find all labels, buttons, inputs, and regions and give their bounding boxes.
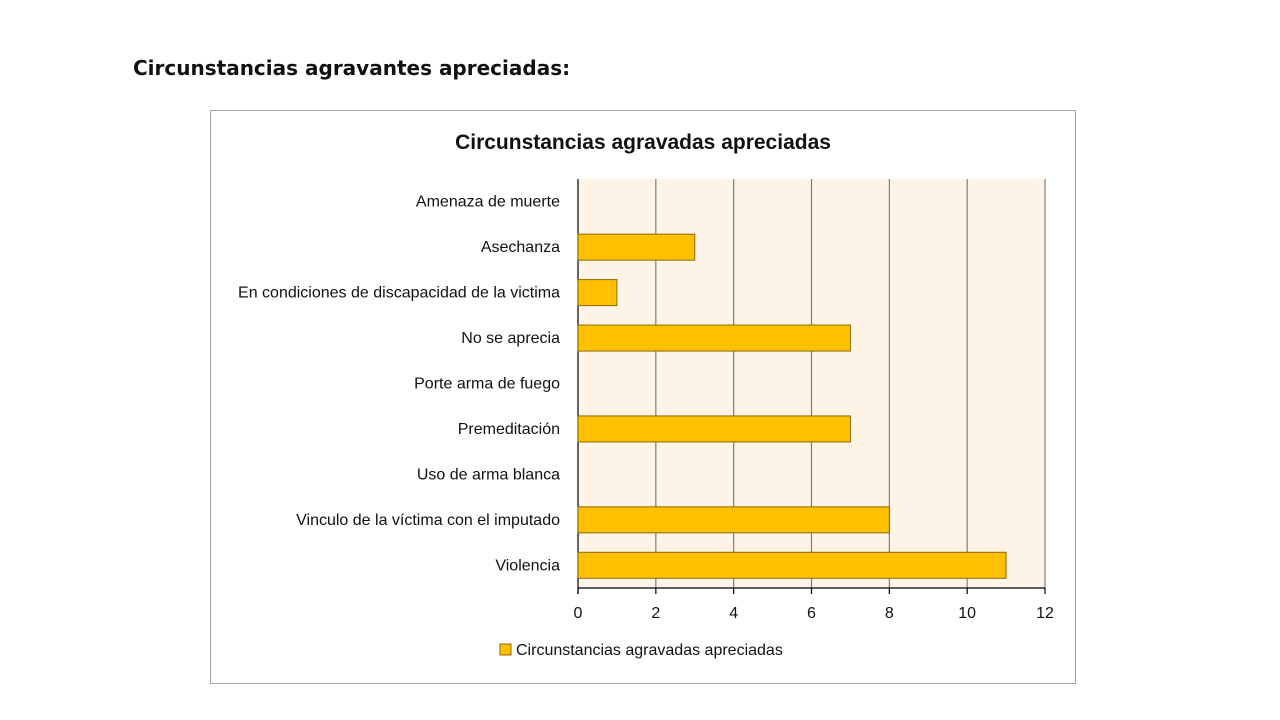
page-heading: Circunstancias agravantes apreciadas:: [133, 56, 571, 80]
legend: Circunstancias agravadas apreciadas: [499, 642, 783, 659]
chart-frame: Circunstancias agravadas apreciadas 0 2 4 6…: [210, 110, 1076, 684]
bar: [577, 506, 890, 534]
plot-area: 0 2 4 6 8 10 12 Amenaza de muerte Asechanza En co…: [238, 179, 1054, 622]
category-label: Asechanza: [481, 239, 560, 256]
x-tick-label: 0: [574, 605, 583, 622]
x-tick-label: 2: [651, 605, 660, 622]
chart-title: Circunstancias agravadas apreciadas: [455, 131, 831, 154]
bar: [577, 551, 1007, 579]
x-tick-label: 10: [958, 605, 976, 622]
bar: [577, 279, 618, 307]
bar: [577, 233, 696, 261]
x-tick-label: 8: [885, 605, 894, 622]
category-label: Vinculo de la víctima con el imputado: [296, 512, 560, 529]
bar: [577, 415, 851, 443]
category-label: Violencia: [495, 557, 560, 574]
category-label: Premeditación: [458, 421, 560, 438]
legend-swatch: [499, 643, 512, 656]
bar: [577, 324, 851, 352]
category-label: Uso de arma blanca: [417, 466, 560, 483]
bar-chart: Circunstancias agravadas apreciadas 0 2 4 6…: [238, 131, 1054, 659]
category-label: Porte arma de fuego: [414, 376, 560, 393]
x-tick-label: 6: [807, 605, 816, 622]
category-label: En condiciones de discapacidad de la vic…: [238, 285, 560, 302]
category-label: Amenaza de muerte: [416, 194, 560, 211]
legend-label: Circunstancias agravadas apreciadas: [516, 642, 783, 659]
category-label: No se aprecia: [461, 330, 560, 347]
x-tick-label: 4: [729, 605, 738, 622]
x-tick-label: 12: [1036, 605, 1054, 622]
